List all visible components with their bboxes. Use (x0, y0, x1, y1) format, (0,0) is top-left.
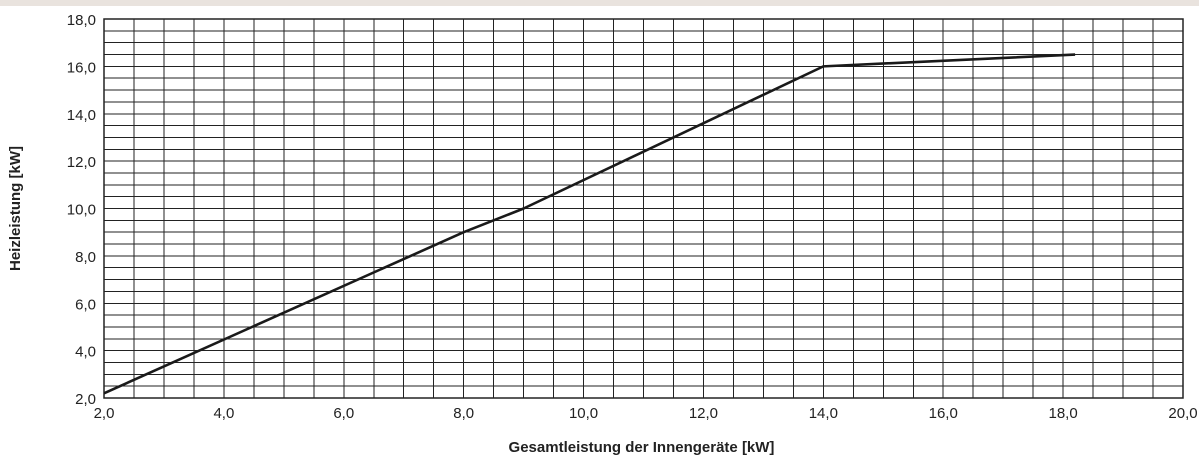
series-line (103, 53, 1076, 395)
x-tick-label: 6,0 (333, 405, 354, 422)
y-tick-label: 10,0 (67, 202, 96, 219)
plot-border (103, 18, 1184, 399)
y-tick-label: 16,0 (67, 59, 96, 76)
x-tick-label: 16,0 (929, 405, 958, 422)
x-tick-label: 2,0 (94, 405, 115, 422)
y-tick-label: 8,0 (75, 249, 96, 266)
top-band (0, 0, 1199, 6)
y-tick-label: 14,0 (67, 107, 96, 124)
x-tick-label: 14,0 (809, 405, 838, 422)
y-tick-label: 6,0 (75, 296, 96, 313)
chart-grid (103, 18, 1184, 399)
x-tick-label: 20,0 (1168, 405, 1197, 422)
y-tick-label: 18,0 (67, 12, 96, 29)
y-axis-ticks: 2,0 4,0 6,0 8,0 10,0 12,0 14,0 16,0 18,0 (67, 12, 96, 408)
y-axis-title: Heizleistung [kW] (7, 146, 24, 271)
plot-frame (103, 18, 1184, 399)
y-tick-label: 2,0 (75, 391, 96, 408)
x-tick-label: 12,0 (689, 405, 718, 422)
x-tick-label: 8,0 (453, 405, 474, 422)
x-tick-label: 10,0 (569, 405, 598, 422)
x-tick-label: 4,0 (213, 405, 234, 422)
y-tick-label: 4,0 (75, 344, 96, 361)
y-tick-label: 12,0 (67, 154, 96, 171)
x-axis-title: Gesamtleistung der Innengeräte [kW] (509, 439, 775, 456)
x-tick-label: 18,0 (1049, 405, 1078, 422)
chart-series (103, 53, 1076, 395)
x-axis-ticks: 2,0 4,0 6,0 8,0 10,0 12,0 14,0 16,0 18,0 20,0 (94, 405, 1198, 422)
